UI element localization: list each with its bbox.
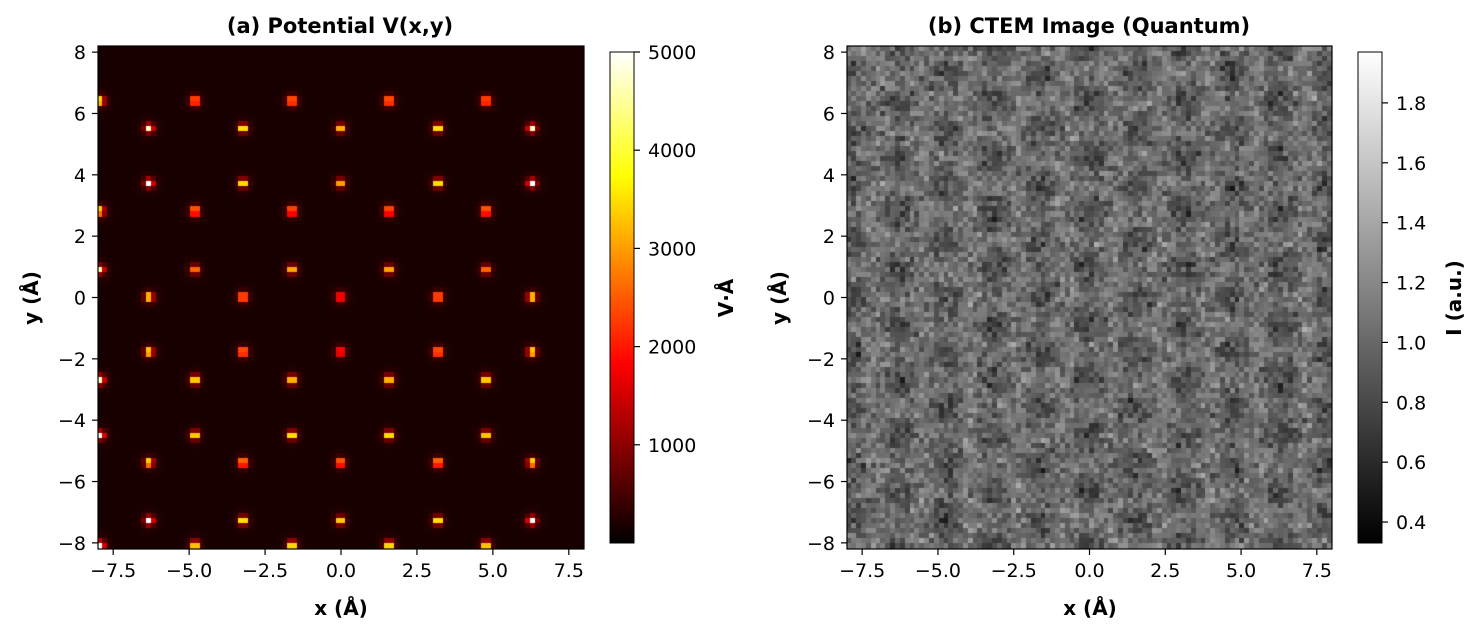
x-tick-label: 5.0 [478, 560, 508, 582]
y-tick-label: 2 [823, 226, 835, 248]
panel-a-y-ticks: −8 −6 −4 −2 0 2 4 6 8 [58, 42, 98, 555]
x-tick-label: 0.0 [326, 560, 356, 582]
y-tick-label: −2 [58, 349, 86, 371]
y-tick-label: −6 [58, 472, 86, 494]
y-tick-label: 8 [823, 42, 835, 64]
y-tick-label: 8 [74, 42, 86, 64]
colorbar-tick-label: 0.6 [1396, 452, 1426, 474]
x-tick-label: −5.0 [915, 560, 961, 582]
x-tick-label: 7.5 [554, 560, 584, 582]
x-tick-label: 7.5 [1302, 560, 1332, 582]
x-tick-label: −5.0 [166, 560, 212, 582]
panel-a-heatmap-frame [98, 46, 584, 549]
panel-b-ctem: (b) CTEM Image (Quantum) −7.5 −5.0 −2.5 0.0… [767, 14, 1466, 620]
colorbar-tick-label: 3000 [648, 238, 696, 260]
panel-a-colorbar [609, 51, 635, 544]
panel-b-colorbar-ticks: 0.4 0.6 0.8 1.0 1.2 1.4 1.6 1.8 [1382, 93, 1426, 534]
panel-b-x-ticks: −7.5 −5.0 −2.5 0.0 2.5 5.0 7.5 [839, 549, 1332, 582]
panel-b-xlabel: x (Å) [1063, 596, 1117, 620]
colorbar-tick-label: 0.8 [1396, 392, 1426, 414]
colorbar-tick-label: 1.0 [1396, 332, 1426, 354]
panel-b-title: (b) CTEM Image (Quantum) [928, 14, 1250, 38]
panel-b-colorbar [1357, 51, 1383, 544]
panel-b-y-ticks: −8 −6 −4 −2 0 2 4 6 8 [807, 42, 847, 555]
panel-b-colorbar-label: I (a.u.) [1442, 260, 1466, 336]
colorbar-tick-label: 2000 [648, 337, 696, 359]
panel-b-heatmap [847, 46, 1332, 549]
colorbar-tick-label: 0.4 [1396, 512, 1426, 534]
colorbar-tick-label: 1000 [648, 435, 696, 457]
panel-a-title: (a) Potential V(x,y) [227, 14, 453, 38]
y-tick-label: −8 [807, 533, 835, 555]
panel-a-ylabel: y (Å) [19, 271, 43, 325]
x-tick-label: 5.0 [1226, 560, 1256, 582]
y-tick-label: −4 [807, 410, 835, 432]
y-tick-label: 2 [74, 226, 86, 248]
y-tick-label: −8 [58, 533, 86, 555]
colorbar-tick-label: 5000 [648, 42, 696, 64]
panel-a-xlabel: x (Å) [314, 596, 368, 620]
y-tick-label: 4 [74, 165, 86, 187]
x-tick-label: −2.5 [242, 560, 288, 582]
y-tick-label: −6 [807, 472, 835, 494]
panel-a-colorbar-label: V·Å [714, 278, 738, 317]
colorbar-tick-label: 1.8 [1396, 93, 1426, 115]
panel-b-heatmap-frame [847, 46, 1332, 549]
y-tick-label: −2 [807, 349, 835, 371]
y-tick-label: 6 [823, 103, 835, 125]
panel-a-potential: (a) Potential V(x,y) −7.5 −5.0 −2.5 0.0 2.5 5… [19, 14, 738, 620]
panel-a-x-ticks: −7.5 −5.0 −2.5 0.0 2.5 5.0 7.5 [90, 549, 584, 582]
x-tick-label: 0.0 [1074, 560, 1104, 582]
x-tick-label: 2.5 [402, 560, 432, 582]
y-tick-label: 4 [823, 165, 835, 187]
panel-a-colorbar-ticks: 1000 2000 3000 4000 5000 [634, 42, 696, 457]
colorbar-tick-label: 1.2 [1396, 273, 1426, 295]
panel-a-heatmap [98, 46, 584, 549]
y-tick-label: −4 [58, 410, 86, 432]
x-tick-label: −2.5 [991, 560, 1037, 582]
panel-b-ylabel: y (Å) [767, 271, 791, 325]
colorbar-tick-label: 4000 [648, 140, 696, 162]
y-tick-label: 0 [74, 288, 86, 310]
colorbar-tick-label: 1.6 [1396, 153, 1426, 175]
colorbar-tick-label: 1.4 [1396, 213, 1426, 235]
y-tick-label: 6 [74, 103, 86, 125]
x-tick-label: −7.5 [90, 560, 136, 582]
x-tick-label: 2.5 [1150, 560, 1180, 582]
x-tick-label: −7.5 [839, 560, 885, 582]
y-tick-label: 0 [823, 288, 835, 310]
